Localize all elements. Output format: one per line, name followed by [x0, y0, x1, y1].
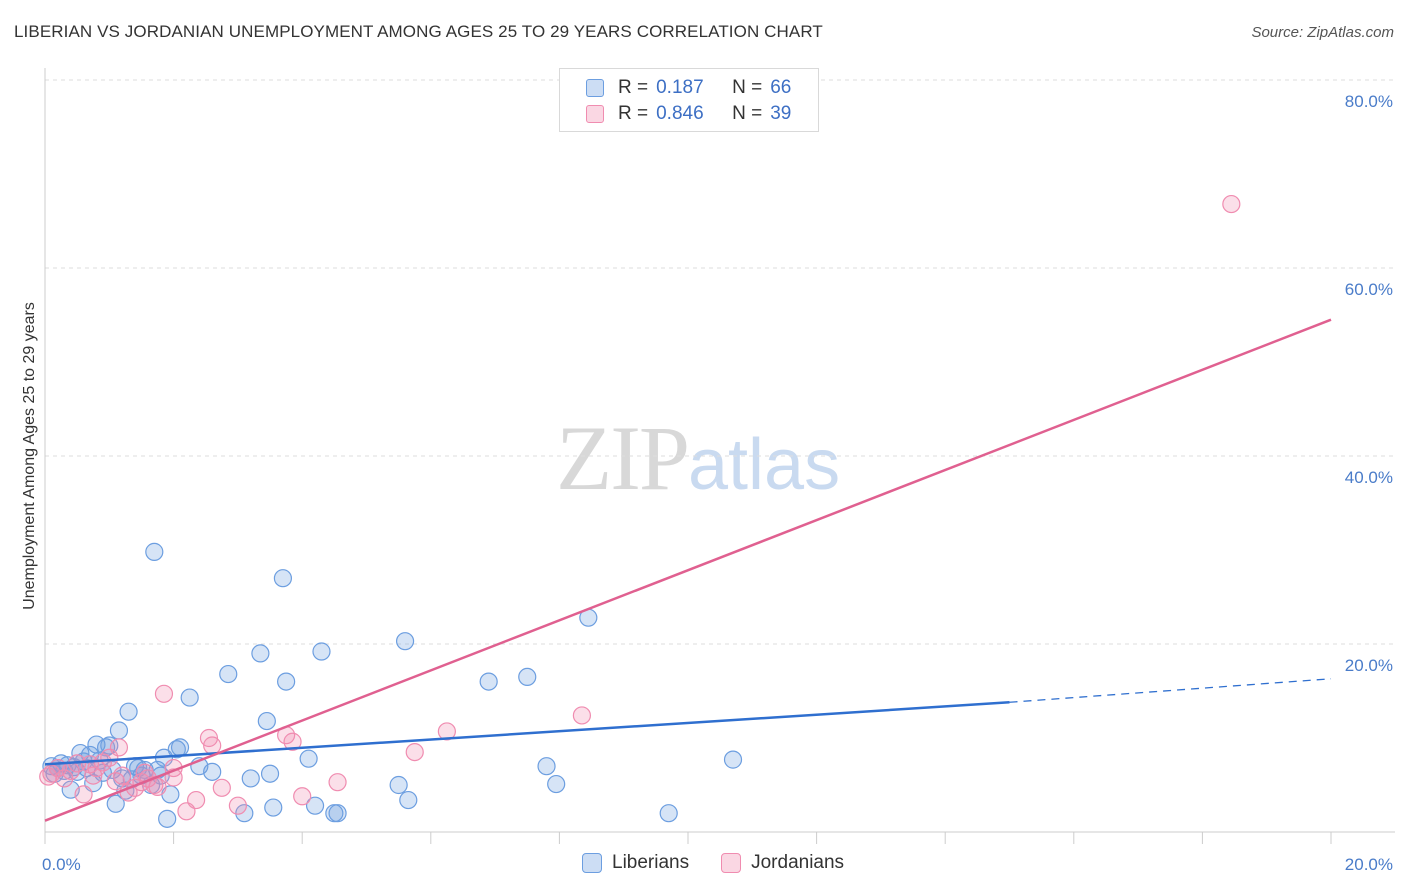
point-jordanians [328, 773, 347, 792]
point-liberians [479, 672, 498, 691]
trend-line-liberians [44, 701, 1010, 766]
point-liberians [257, 711, 276, 731]
legend-item-jordanians[interactable]: Jordanians [721, 852, 844, 874]
point-liberians [264, 798, 283, 817]
point-liberians [106, 794, 125, 813]
point-liberians [537, 757, 556, 776]
legend-swatch-jordanians [586, 105, 604, 123]
correlation-legend: R = 0.187 N = 66 R = 0.846 N = 39 [559, 68, 819, 132]
x-tick-label: 20.0% [1345, 855, 1393, 874]
point-liberians [145, 542, 164, 561]
legend-item-liberians[interactable]: Liberians [582, 852, 689, 874]
point-liberians [180, 688, 199, 707]
watermark: ZIPatlas [556, 405, 840, 511]
point-liberians [518, 667, 537, 687]
point-liberians [273, 569, 293, 588]
legend-n-value: 66 [770, 77, 792, 98]
point-jordanians [74, 785, 93, 804]
point-jordanians [187, 790, 206, 810]
y-axis-title: Unemployment Among Ages 25 to 29 years [21, 302, 38, 610]
point-liberians [659, 804, 678, 823]
legend-n-label: N = [732, 77, 763, 98]
gridlines [45, 79, 1395, 645]
legend-swatch-liberians [586, 79, 604, 97]
point-liberians [235, 804, 254, 823]
point-liberians [167, 740, 186, 759]
point-jordanians [203, 736, 222, 755]
point-jordanians [55, 769, 74, 788]
point-liberians [312, 642, 331, 661]
point-liberians [251, 644, 270, 663]
point-liberians [328, 804, 347, 823]
point-liberians [395, 632, 415, 651]
legend-label-liberians: Liberians [612, 852, 690, 873]
axes [44, 68, 1395, 844]
x-tick-label: 0.0% [42, 855, 81, 874]
trend-line-jordanians [44, 318, 1332, 822]
legend-swatch-liberians [582, 853, 602, 873]
point-liberians [547, 774, 566, 794]
trend-line-liberians-extension [1009, 678, 1332, 703]
legend-r-value: 0.187 [656, 77, 704, 98]
point-liberians [158, 809, 177, 828]
point-jordanians [437, 722, 456, 741]
legend-label-jordanians: Jordanians [751, 852, 845, 873]
data-points [39, 194, 1241, 828]
legend-swatch-jordanians [721, 853, 742, 873]
legend-r-label: R = [618, 103, 649, 124]
trend-lines [44, 318, 1332, 822]
point-liberians [96, 738, 116, 757]
point-liberians [119, 702, 138, 721]
point-liberians [299, 749, 318, 768]
point-liberians [203, 762, 222, 781]
point-liberians [241, 769, 260, 788]
point-jordanians [572, 706, 592, 725]
watermark-atlas: atlas [688, 425, 841, 505]
y-tick-label: 20.0% [1345, 656, 1393, 675]
legend-n-label: N = [732, 103, 763, 124]
point-jordanians [405, 742, 424, 762]
point-jordanians [228, 796, 247, 815]
point-liberians [399, 790, 418, 810]
y-tick-label: 40.0% [1345, 468, 1393, 487]
axis-labels: 20.0% 40.0% 60.0% 80.0% 0.0% 20.0% Unemploymen… [21, 92, 1393, 874]
point-jordanians [293, 787, 312, 806]
legend-row-jordanians: R = 0.846 N = 39 [586, 102, 791, 126]
legend-n-value: 39 [770, 103, 792, 124]
legend-r-value: 0.846 [656, 103, 704, 124]
series-legend: Liberians Jordanians [582, 852, 876, 874]
point-liberians [219, 664, 238, 684]
point-jordanians [212, 778, 231, 797]
watermark-zip: ZIP [556, 407, 690, 509]
y-tick-label: 60.0% [1345, 280, 1393, 299]
point-jordanians [154, 684, 174, 703]
point-liberians [109, 721, 129, 740]
point-jordanians [1222, 194, 1241, 214]
point-jordanians [283, 732, 302, 751]
point-jordanians [113, 766, 132, 785]
point-liberians [723, 750, 743, 769]
point-liberians [305, 796, 325, 815]
chart-title: LIBERIAN VS JORDANIAN UNEMPLOYMENT AMONG… [14, 22, 823, 41]
legend-row-liberians: R = 0.187 N = 66 [586, 76, 791, 100]
point-jordanians [109, 738, 129, 757]
source-attribution: Source: ZipAtlas.com [1251, 24, 1394, 41]
point-liberians [389, 775, 408, 795]
point-liberians [260, 764, 280, 783]
point-jordanians [148, 777, 167, 796]
y-tick-label: 80.0% [1345, 92, 1393, 111]
point-liberians [277, 672, 296, 691]
legend-r-label: R = [618, 77, 649, 98]
